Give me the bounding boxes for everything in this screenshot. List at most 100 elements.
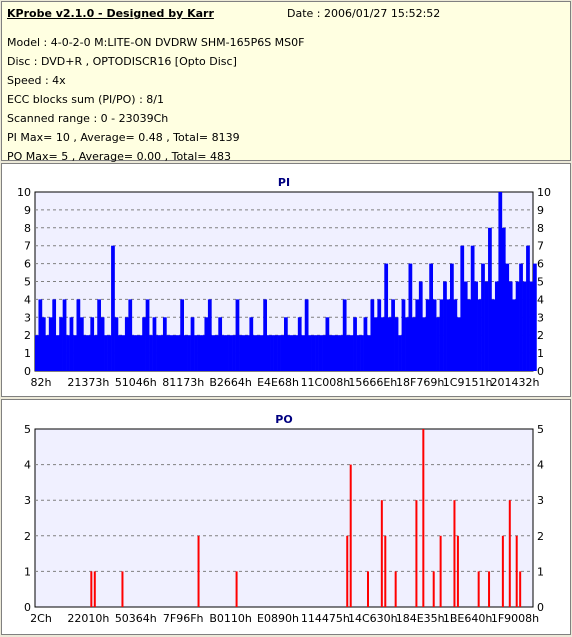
pi-bar	[93, 335, 98, 371]
po-bar	[508, 500, 511, 607]
pi-bar	[533, 263, 537, 371]
pi-bar	[232, 335, 236, 371]
po-bar	[488, 571, 491, 607]
po-bar	[415, 500, 418, 607]
pi-bar	[297, 317, 302, 371]
po-stats-line: PO Max= 5 , Average= 0.00 , Total= 483	[7, 150, 231, 163]
pi-bar	[491, 299, 496, 371]
pi-bar	[256, 335, 261, 371]
info-panel: KProbe v2.1.0 - Designed by Karr Date : …	[1, 1, 571, 163]
pi-xtick-label: 81173h	[162, 376, 204, 389]
pi-bar	[301, 335, 306, 371]
pi-bar	[204, 317, 209, 371]
pi-bar	[149, 335, 153, 371]
pi-bar	[235, 299, 240, 371]
po-bar	[235, 571, 238, 607]
pi-bar	[494, 281, 499, 371]
po-xtick-label: 1F9008h	[491, 612, 539, 625]
pi-bar	[159, 335, 164, 371]
pi-bar	[484, 281, 489, 371]
pi-bar	[318, 335, 323, 371]
pi-ytick-right: 2	[537, 329, 544, 342]
pi-ytick-right: 5	[537, 276, 544, 289]
pi-bar	[183, 335, 188, 371]
pi-bar	[422, 317, 427, 371]
po-xtick-label: 50364h	[115, 612, 157, 625]
pi-bar	[370, 299, 375, 371]
pi-bar	[259, 335, 264, 371]
pi-xtick-label: 51046h	[115, 376, 157, 389]
po-bar	[501, 535, 504, 607]
pi-bar	[76, 299, 81, 371]
pi-bar	[228, 335, 233, 371]
po-ytick-left: 0	[24, 601, 31, 614]
pi-bar	[211, 335, 216, 371]
pi-bar	[460, 245, 465, 371]
pi-bar	[62, 299, 67, 371]
pi-bar	[69, 317, 74, 371]
pi-bar	[173, 335, 178, 371]
pi-ytick-left: 4	[24, 293, 31, 306]
pi-bar	[38, 299, 43, 371]
model-line: Model : 4-0-2-0 M:LITE-ON DVDRW SHM-165P…	[7, 36, 305, 49]
po-chart-title: PO	[275, 413, 292, 426]
po-xtick-label: 2Ch	[30, 612, 52, 625]
pi-bar	[446, 299, 451, 371]
pi-bar	[498, 192, 503, 371]
pi-bar	[221, 335, 226, 371]
pi-bar	[519, 263, 523, 371]
pi-ytick-right: 7	[537, 240, 544, 253]
pi-bar	[225, 335, 229, 371]
po-xtick-label: 1BE640h	[443, 612, 492, 625]
pi-bar	[363, 317, 368, 371]
pi-bar	[405, 317, 409, 371]
disc-line: Disc : DVD+R , OPTODISCR16 [Opto Disc]	[7, 55, 237, 68]
pi-bar	[124, 317, 129, 371]
pi-bar	[360, 335, 364, 371]
pi-ytick-right: 6	[537, 258, 544, 271]
pi-xtick-label: 82h	[31, 376, 52, 389]
pi-xtick-label: 201432h	[491, 376, 540, 389]
pi-bar	[45, 335, 50, 371]
po-ytick-left: 5	[24, 423, 31, 436]
pi-bar	[425, 299, 430, 371]
pi-bar	[35, 335, 39, 371]
pi-bar	[114, 317, 119, 371]
pi-bar	[135, 335, 140, 371]
pi-bar	[180, 299, 185, 371]
po-ytick-left: 3	[24, 494, 31, 507]
pi-bar	[470, 245, 475, 371]
po-xtick-label: 22010h	[67, 612, 109, 625]
pi-chart-title: PI	[278, 176, 290, 189]
pi-bar	[156, 335, 160, 371]
pi-bar	[152, 317, 157, 371]
pi-xtick-label: 11C008h	[301, 376, 351, 389]
pi-bar	[384, 263, 389, 371]
po-bar	[197, 535, 200, 607]
po-ytick-left: 4	[24, 459, 31, 472]
pi-bar	[100, 317, 105, 371]
pi-bar	[201, 335, 205, 371]
po-ytick-right: 1	[537, 565, 544, 578]
po-ytick-right: 5	[537, 423, 544, 436]
po-bar	[380, 500, 383, 607]
po-chart: PO 0 0 1 1 2 2 3 3 4 4 5 5 2Ch 22010h 50364h 7F96Fh B0110…	[24, 413, 544, 625]
pi-xtick-label: B2664h	[209, 376, 252, 389]
po-bar	[367, 571, 369, 607]
pi-xtick-label: E4E68h	[257, 376, 299, 389]
pi-bar	[121, 335, 126, 371]
pi-bar	[439, 299, 444, 371]
pi-bar	[443, 281, 447, 371]
pi-bar	[463, 281, 468, 371]
pi-bar	[304, 299, 309, 371]
po-ytick-right: 4	[537, 459, 544, 472]
pi-bar	[86, 335, 91, 371]
pi-bar	[325, 317, 330, 371]
pi-bar	[432, 299, 437, 371]
po-xtick-label: 114475h	[301, 612, 350, 625]
po-bar	[432, 571, 435, 607]
po-bar	[93, 571, 96, 607]
pi-bar	[488, 227, 492, 371]
pi-chart: PI 0 0 1 1 2 2 3 3 4 4 5 5 6 6 7 7 8 8 9 9 10 10 82h 21373h 51046…	[17, 176, 551, 389]
pi-bar	[270, 335, 274, 371]
